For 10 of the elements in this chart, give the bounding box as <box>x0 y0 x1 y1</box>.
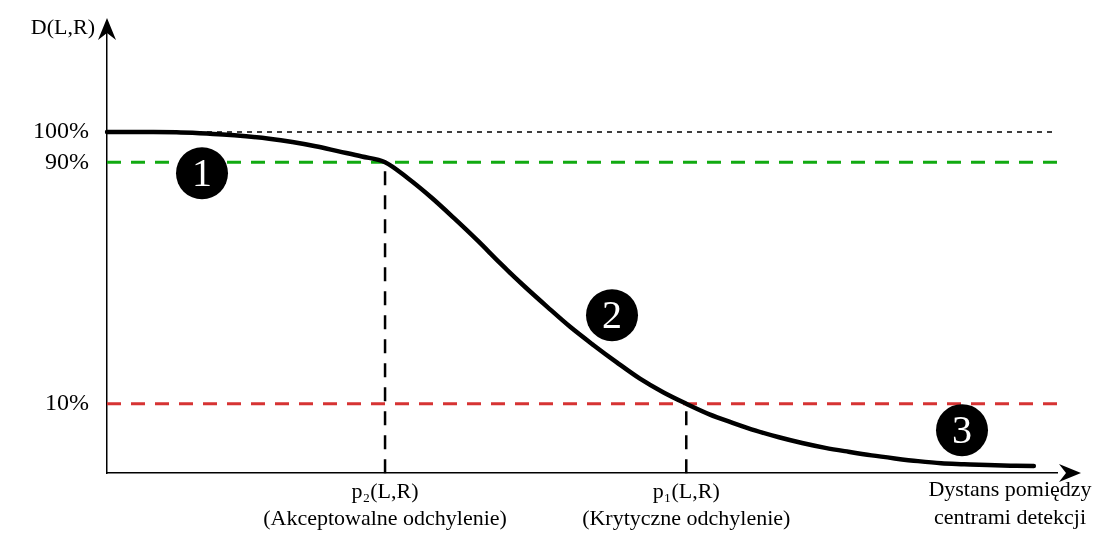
y-tick-label: 10% <box>45 389 89 416</box>
y-tick-label: 100% <box>33 117 89 144</box>
annotation: 1 <box>192 149 212 195</box>
y-tick-label: 90% <box>45 147 89 174</box>
annotation: 3 <box>952 406 972 452</box>
y-axis-title: D(L,R) <box>30 13 95 39</box>
x-axis-title: Dystans pomiędzy centrami detekcji <box>928 475 1092 529</box>
annotation: 2 <box>602 291 622 337</box>
x-tick-label: p₁(L,R) (Krytyczne odchylenie) <box>582 478 791 530</box>
x-tick-label: p₂(L,R) (Akceptowalne odchylenie) <box>263 478 507 530</box>
